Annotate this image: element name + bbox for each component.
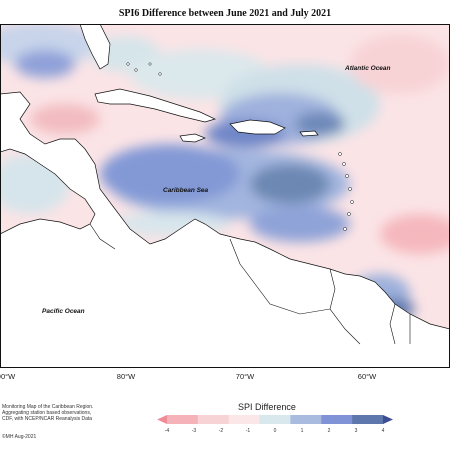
borders (89, 223, 411, 345)
lesser-antilles (126, 62, 354, 231)
spi-difference-map: Atlantic Ocean Caribbean Sea Pacific Oce… (0, 24, 450, 368)
map-title: SPI6 Difference between June 2021 and Ju… (118, 8, 332, 19)
atlantic-ocean-label: Atlantic Ocean (344, 65, 391, 72)
legend-title: SPI Difference (238, 402, 296, 412)
legend-swatch (352, 415, 384, 424)
longitude-label-60w: 60°W (357, 372, 377, 381)
legend-arrow-low (157, 415, 167, 424)
legend-tick-label: 4 (382, 428, 385, 434)
credit-line-3: CDF, with NCEP/NCAR Reanalysis Data (2, 416, 93, 422)
longitude-label-70w: 70°W (235, 372, 255, 381)
legend-tick-label: 0 (274, 428, 277, 434)
legend-tick-label: 3 (355, 428, 358, 434)
legend-tick-label: -4 (165, 428, 170, 434)
jamaica (179, 133, 206, 143)
legend-tick-label: 2 (328, 428, 331, 434)
hispaniola (229, 119, 286, 135)
legend-swatch (197, 415, 230, 424)
pacific-ocean-label: Pacific Ocean (42, 308, 85, 315)
central-america-land (0, 91, 450, 368)
legend-swatch (167, 415, 199, 424)
legend-tick-label: -2 (219, 428, 224, 434)
legend-tick-label: -3 (192, 428, 197, 434)
legend-swatch (321, 415, 353, 424)
puerto-rico (299, 130, 319, 137)
legend-swatch (290, 415, 322, 424)
legend-tick-label: 1 (301, 428, 304, 434)
credit-line-2: Aggregating station based observations, (2, 410, 92, 416)
legend-tick-label: -1 (246, 428, 251, 434)
caribbean-sea-label: Caribbean Sea (163, 187, 209, 194)
copyright: ©MH Aug-2021 (2, 434, 37, 440)
legend-swatch (259, 415, 291, 424)
legend-arrow-high (383, 415, 393, 424)
legend-swatch (228, 415, 260, 424)
credit-line-1: Monitoring Map of the Caribbean Region. (2, 404, 94, 410)
longitude-label-90w: 90°W (0, 372, 16, 381)
florida (79, 24, 111, 70)
color-legend: -4 -3 -2 -1 0 1 2 3 4 (157, 415, 393, 434)
longitude-label-80w: 80°W (116, 372, 136, 381)
cuba (94, 88, 216, 123)
land-masses (0, 24, 450, 368)
